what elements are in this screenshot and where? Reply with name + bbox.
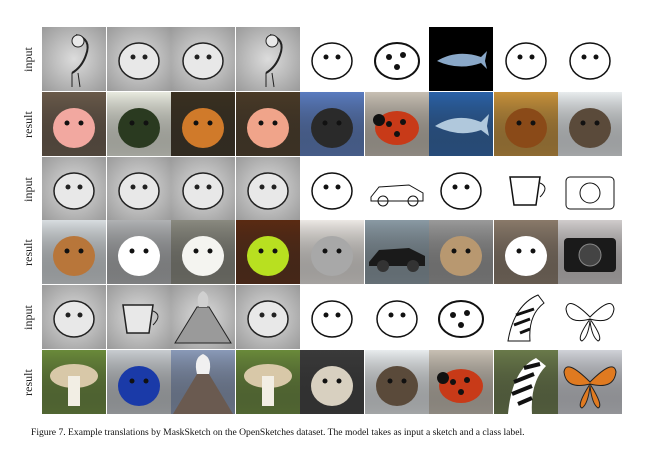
result-image-llama xyxy=(300,350,364,414)
sketch-image-flamingo-head xyxy=(42,27,106,91)
sketch-image-frog xyxy=(235,157,300,221)
result-image-dog xyxy=(42,220,106,284)
result-image-ladybug xyxy=(429,350,493,414)
row-label-text: result xyxy=(20,110,35,138)
result-image-flamingo-head xyxy=(42,92,106,156)
sketch-image-butterfly xyxy=(558,285,622,349)
row-label-text: input xyxy=(20,304,35,330)
row-label-result: result xyxy=(16,92,40,156)
result-image-shark xyxy=(429,92,493,156)
sketch-image-ladybug xyxy=(429,285,493,349)
row-label-result: result xyxy=(16,350,40,414)
sketch-image-mug xyxy=(106,285,171,349)
sketch-image-mushroom xyxy=(42,285,106,349)
sketch-image-dog xyxy=(42,157,106,221)
result-image-butterfly xyxy=(558,350,622,414)
sketch-image-fly xyxy=(106,27,171,91)
result-image-car xyxy=(364,220,429,284)
row-label-input: input xyxy=(16,285,40,349)
sketch-image-elephant xyxy=(558,27,622,91)
row-label-input: input xyxy=(16,27,40,91)
result-image-fly xyxy=(106,92,171,156)
sketch-image-panda xyxy=(171,157,235,221)
sketch-image-cleaver xyxy=(300,157,364,221)
result-image-mug xyxy=(106,350,171,414)
sketch-image-llama xyxy=(300,285,364,349)
result-image-mushroom xyxy=(235,350,300,414)
result-image-dog-bw xyxy=(106,220,171,284)
result-image-elephant xyxy=(558,92,622,156)
row-label-text: result xyxy=(20,368,35,396)
sketch-image-elephant xyxy=(364,285,429,349)
result-image-zebra xyxy=(493,350,558,414)
row-label-text: input xyxy=(20,176,35,202)
sketch-image-car xyxy=(364,157,429,221)
result-image-frog xyxy=(235,220,300,284)
result-image-elephant xyxy=(364,350,429,414)
sketch-image-camera xyxy=(558,157,622,221)
result-image-flamingo xyxy=(235,92,300,156)
result-image-tiger xyxy=(171,92,235,156)
sketch-image-tiger xyxy=(171,27,235,91)
result-image-camera xyxy=(558,220,622,284)
sketch-image-cup xyxy=(493,157,558,221)
result-image-ladybug xyxy=(364,92,429,156)
sketch-image-ladybug xyxy=(364,27,429,91)
result-image-volcano xyxy=(171,350,235,414)
row-label-text: result xyxy=(20,238,35,266)
result-image-bird xyxy=(300,92,364,156)
sketch-image-volcano xyxy=(171,285,235,349)
sketch-image-zebra xyxy=(493,285,558,349)
result-image-cleaver xyxy=(300,220,364,284)
result-image-turtle xyxy=(493,92,558,156)
result-image-mushroom xyxy=(42,350,106,414)
result-image-hummingbird xyxy=(429,220,493,284)
figure-caption: Figure 7. Example translations by MaskSk… xyxy=(31,427,525,438)
row-label-input: input xyxy=(16,157,40,221)
sketch-image-hummingbird xyxy=(429,157,493,221)
result-image-panda xyxy=(171,220,235,284)
sketch-image-dog-bw xyxy=(106,157,171,221)
sketch-image-flamingo xyxy=(235,27,300,91)
result-image-cup xyxy=(493,220,558,284)
row-label-text: input xyxy=(20,46,35,72)
sketch-image-turtle xyxy=(493,27,558,91)
sketch-image-shark xyxy=(429,27,493,91)
sketch-image-mushroom xyxy=(235,285,300,349)
row-label-result: result xyxy=(16,220,40,284)
sketch-image-bird xyxy=(300,27,364,91)
